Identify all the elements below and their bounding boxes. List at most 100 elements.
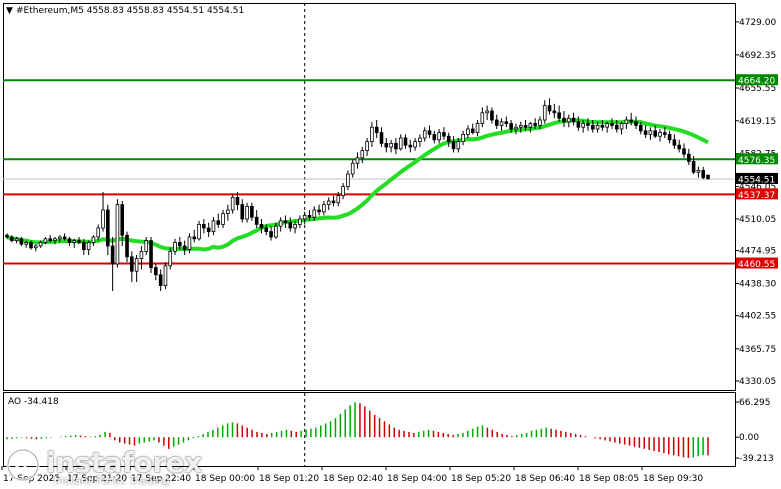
level-tag-label: 4576.35 [738,156,775,166]
candle-body [48,238,53,242]
candle-body [206,227,211,232]
candle-body [384,142,389,148]
candle-body [480,112,485,125]
candle-body [19,238,24,245]
time-axis-label: 18 Sep 09:30 [643,474,703,484]
candle-body [504,121,509,125]
candle-body [403,137,408,146]
candle-body [187,236,192,250]
candle-body [230,196,235,211]
candle-body [293,223,297,229]
candle-body [379,132,384,144]
candle-body [154,267,158,276]
level-tag-4537.37 [736,188,778,200]
candle-body [475,123,480,133]
time-axis-label: 18 Sep 05:20 [451,474,511,484]
candle-body [125,234,129,258]
time-axis-label: 18 Sep 04:00 [387,474,447,484]
candle-body [706,174,710,180]
candle-body [34,245,38,249]
candle-body [144,240,149,252]
candle-body [326,200,331,205]
candle-body [677,144,681,150]
candle-body [394,142,398,150]
price-tick-label: 4729.00 [739,18,776,28]
candle-body [586,123,590,126]
time-axis-label: 18 Sep 08:05 [579,474,639,484]
candle-body [653,130,657,137]
candle-body [221,213,225,225]
price-panel-frame [3,3,736,391]
candle-body [317,209,321,213]
candle-body [667,133,672,141]
candle-body [312,209,317,218]
time-axis-label: 17 Sep 2025 [3,474,60,484]
candle-body [494,119,499,126]
candle-body [427,130,432,135]
time-axis-label: 17 Sep 22:40 [131,474,191,484]
candle-body [461,133,465,142]
price-tick-label: 4402.55 [739,312,776,322]
candle-body [62,236,67,240]
candle-body [658,132,662,137]
price-tick-label: 4655.55 [739,84,776,94]
candle-body [120,204,125,236]
time-axis-label: 18 Sep 01:20 [259,474,319,484]
candle-body [235,196,240,205]
candle-body [298,218,302,225]
candle-body [82,241,86,250]
candle-body [638,125,643,132]
candle-body [509,123,513,130]
candle-body [557,112,561,119]
candle-body [10,236,14,241]
candle-body [168,250,173,267]
candle-body [264,227,269,232]
candle-body [499,121,504,126]
candle-body [422,130,427,139]
candle-body [619,123,624,130]
candle-body [149,240,153,269]
candle-body [139,250,144,259]
candle-body [274,225,278,238]
candle-body [466,128,470,135]
candle-body [691,160,696,173]
level-tag-label: 4664.20 [738,77,775,87]
candle-body [29,241,33,249]
candle-body [398,137,403,150]
candle-body [341,186,345,197]
candle-body [216,220,221,225]
candle-body [686,153,691,162]
candle-body [542,105,547,121]
candle-body [269,231,273,238]
candle-body [355,157,360,164]
candle-body [115,204,120,265]
candle-body [523,125,528,128]
price-tick-label: 4546.05 [739,183,776,193]
candle-body [600,125,605,128]
level-tag-4460.55 [736,257,778,269]
price-tick-label: 4474.95 [739,247,776,257]
candle-body [648,130,653,135]
candle-body [197,223,201,240]
candle-body [590,125,595,130]
candle-body [552,110,557,114]
candle-body [346,173,350,187]
candle-body [158,274,163,286]
candle-body [437,132,441,141]
candle-body [5,234,9,238]
price-tick-label: 4619.15 [739,117,776,127]
candle-body [446,135,451,142]
candle-body [96,227,101,238]
candle-body [302,214,307,220]
candle-body [662,132,667,135]
candle-body [226,209,230,214]
candle-body [91,236,96,243]
ao-level-label: 0.00 [739,433,759,443]
level-tag-4576.35 [736,153,778,165]
price-tick-label: 4365.75 [739,345,776,355]
candle-body [43,238,48,243]
time-axis-label: 17 Sep 21:20 [67,474,127,484]
candle-body [322,204,326,213]
